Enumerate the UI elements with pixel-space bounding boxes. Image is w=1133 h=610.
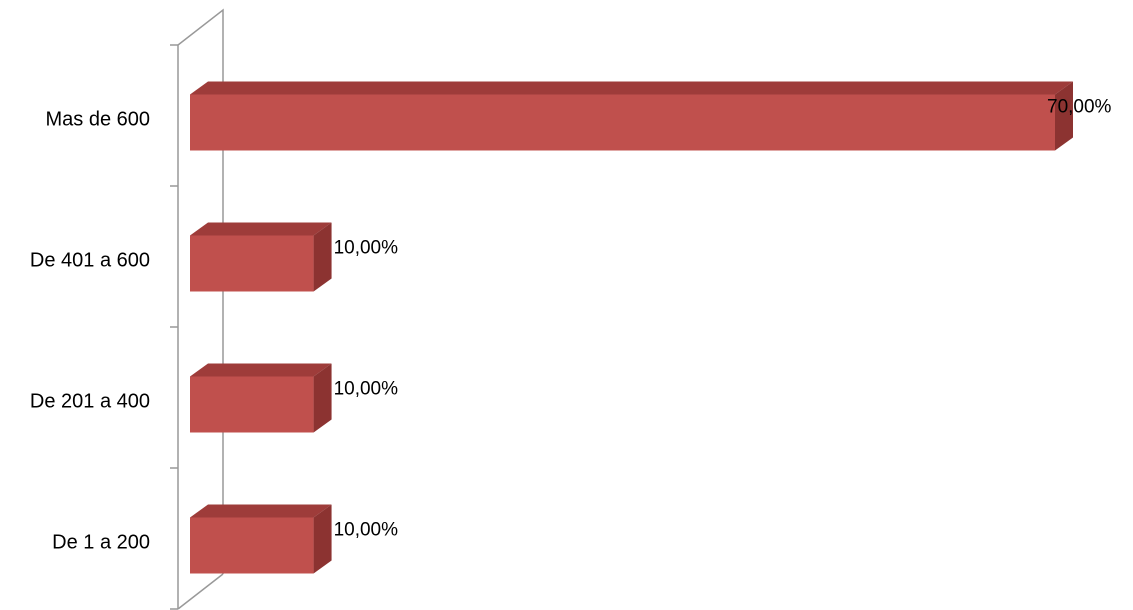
data-label: 10,00% [334, 520, 399, 541]
bar-top-face [190, 81, 1073, 95]
category-label: De 201 a 400 [30, 391, 150, 413]
data-labels: 10,00% 10,00% 10,00% 70,00% [334, 97, 1112, 541]
data-label: 10,00% [334, 238, 399, 259]
bar-side-face [313, 363, 332, 433]
bar-side-face [313, 504, 332, 574]
bar-top-face [190, 222, 332, 236]
category-axis [170, 8, 224, 610]
bar [190, 81, 1073, 151]
bar-front-face [190, 517, 314, 574]
category-label: De 401 a 600 [30, 250, 150, 272]
bars [190, 81, 1073, 574]
bar-top-face [190, 504, 332, 518]
category-label: Mas de 600 [45, 109, 150, 131]
data-label: 70,00% [1047, 97, 1112, 118]
axis-wall-base [177, 573, 224, 610]
bar-front-face [190, 94, 1055, 151]
bar-front-face [190, 235, 314, 292]
category-label: De 1 a 200 [52, 532, 150, 554]
category-labels: De 1 a 200 De 201 a 400 De 401 a 600 Mas de… [30, 109, 150, 554]
bar-side-face [1055, 81, 1073, 151]
bar [190, 222, 332, 292]
bar-side-face [313, 222, 332, 292]
bar [190, 504, 332, 574]
bar [190, 363, 332, 433]
bar-front-face [190, 376, 314, 433]
bar-top-face [190, 363, 332, 377]
data-label: 10,00% [334, 379, 399, 400]
